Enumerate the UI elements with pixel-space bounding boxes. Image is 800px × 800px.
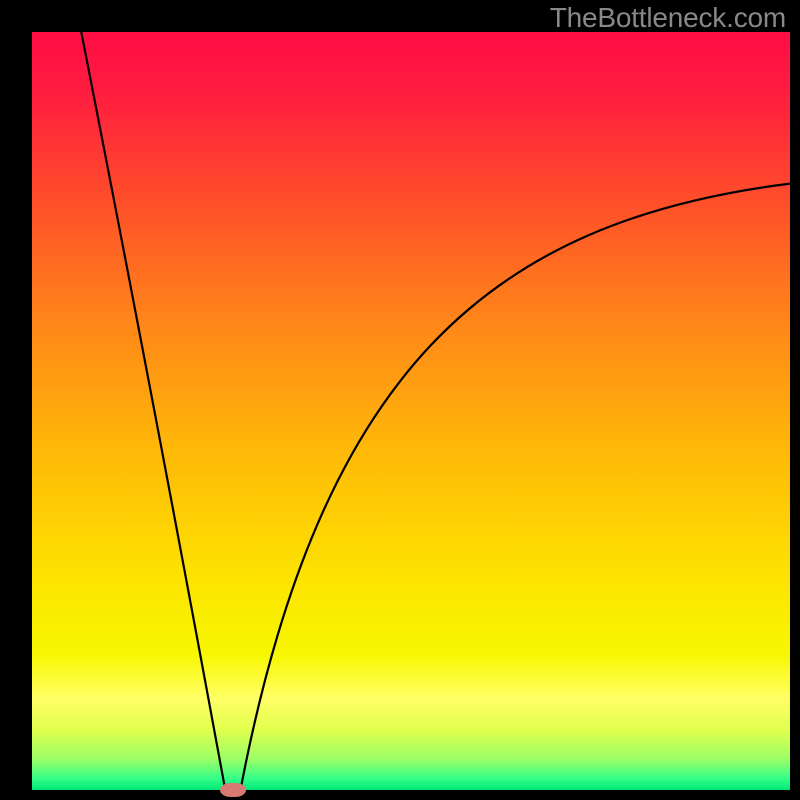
plot-area-gradient [32,32,790,790]
minimum-marker [220,783,246,797]
watermark-text: TheBottleneck.com [550,2,786,34]
chart-container: TheBottleneck.com [0,0,800,800]
